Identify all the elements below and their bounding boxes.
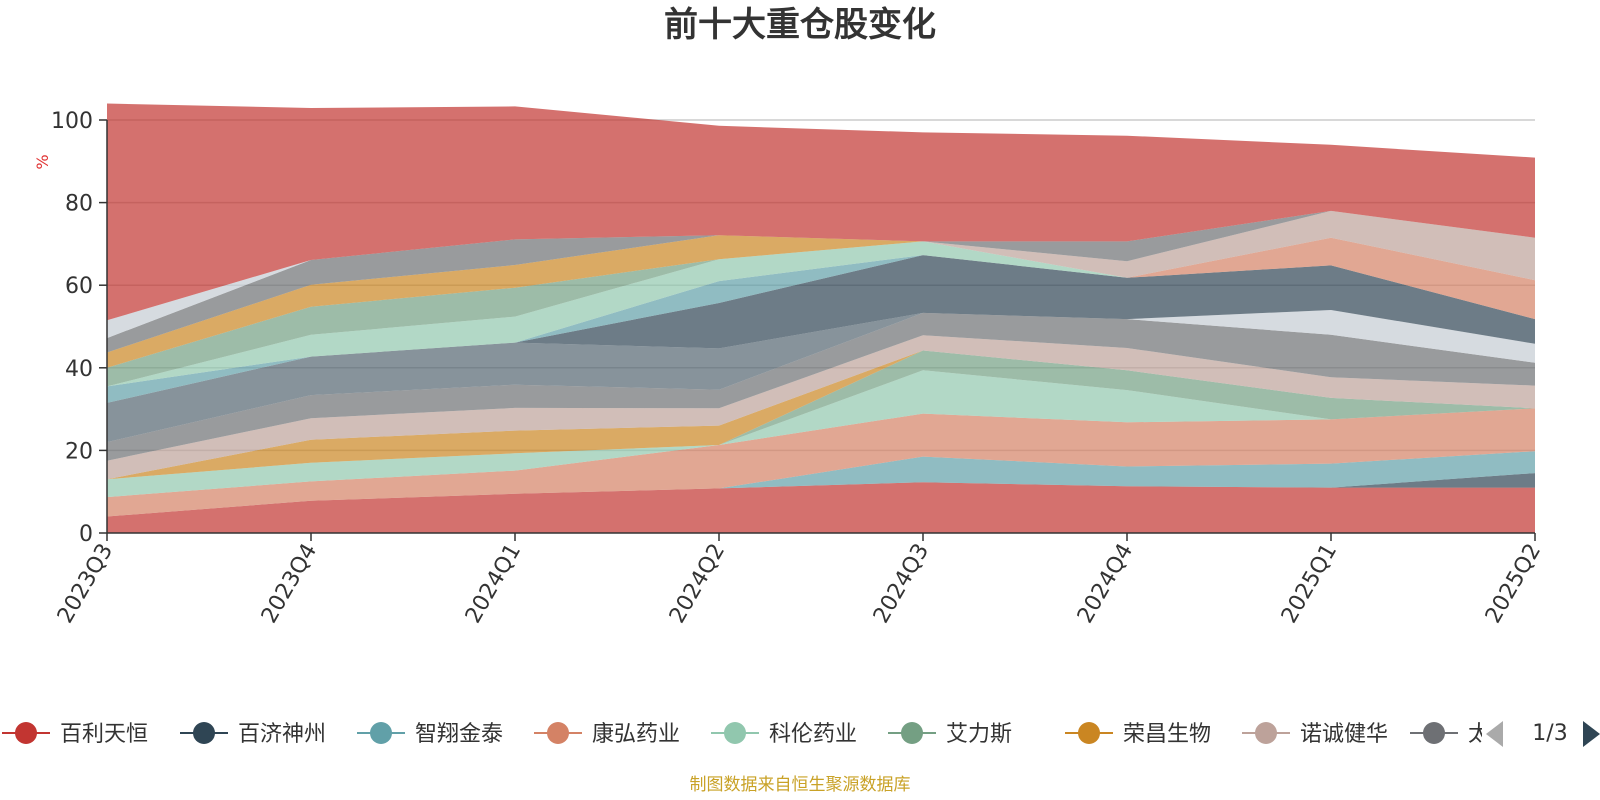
area-series-20 bbox=[107, 103, 1535, 321]
area-series-5 bbox=[107, 350, 1535, 480]
y-tick-label: 60 bbox=[65, 274, 93, 299]
data-source-note: 制图数据来自恒生聚源数据库 bbox=[690, 775, 911, 795]
legend-label: 百利天恒 bbox=[60, 722, 148, 747]
legend-label: 康弘药业 bbox=[592, 722, 680, 747]
x-tick-label: 2025Q1 bbox=[1277, 540, 1342, 628]
legend-label: 诺诚健华 bbox=[1300, 722, 1388, 747]
area-series-14 bbox=[107, 241, 1535, 387]
area-series-4 bbox=[107, 370, 1535, 498]
legend-marker-icon bbox=[15, 722, 37, 744]
legend-marker-icon bbox=[547, 722, 569, 744]
legend-marker-icon bbox=[370, 722, 392, 744]
legend-marker-icon bbox=[1255, 722, 1277, 744]
area-series-6 bbox=[107, 350, 1535, 480]
legend-marker-icon bbox=[1078, 722, 1100, 744]
legend-item[interactable]: 康弘药业 bbox=[534, 722, 680, 747]
y-tick-label: 80 bbox=[65, 192, 93, 217]
area-series-2 bbox=[107, 451, 1535, 517]
area-series-0 bbox=[107, 482, 1535, 533]
legend-label: 科伦药业 bbox=[769, 722, 857, 747]
y-tick-label: 0 bbox=[79, 522, 93, 547]
legend-prev-icon[interactable] bbox=[1486, 721, 1503, 747]
x-tick-label: 2024Q3 bbox=[869, 540, 934, 628]
legend-item[interactable]: 智翔金泰 bbox=[357, 722, 503, 747]
y-axis-unit: % bbox=[33, 154, 52, 169]
area-series-3 bbox=[107, 408, 1535, 517]
legend-label: 百济神州 bbox=[238, 722, 326, 747]
area-series-9 bbox=[107, 312, 1535, 443]
x-tick-label: 2024Q4 bbox=[1073, 540, 1138, 628]
y-tick-label: 20 bbox=[65, 439, 93, 464]
area-series-8 bbox=[107, 312, 1535, 461]
legend-item[interactable]: 艾力斯 bbox=[888, 722, 1012, 747]
area-series-17 bbox=[107, 210, 1535, 353]
legend-item[interactable]: 诺诚健华 bbox=[1242, 722, 1388, 747]
area-series-18 bbox=[107, 210, 1535, 353]
legend-marker-icon bbox=[724, 722, 746, 744]
legend-marker-icon bbox=[1423, 722, 1445, 744]
legend-label: 荣昌生物 bbox=[1123, 722, 1211, 747]
legend-item[interactable]: 百利天恒 bbox=[2, 722, 148, 747]
legend-marker-icon bbox=[193, 722, 215, 744]
legend-page-indicator: 1/3 bbox=[1532, 721, 1567, 746]
x-tick-label: 2023Q3 bbox=[53, 540, 118, 628]
x-tick-label: 2025Q2 bbox=[1481, 540, 1546, 628]
chart-title: 前十大重仓股变化 bbox=[664, 5, 936, 45]
legend-item[interactable]: 科伦药业 bbox=[711, 722, 857, 747]
area-series-7 bbox=[107, 335, 1535, 480]
legend-item[interactable]: 百济神州 bbox=[180, 722, 326, 747]
y-tick-label: 100 bbox=[51, 109, 93, 134]
legend-label: 智翔金泰 bbox=[415, 722, 503, 747]
legend: 百利天恒百济神州智翔金泰康弘药业科伦药业艾力斯荣昌生物诺诚健华太极集团1/3 bbox=[2, 705, 1600, 765]
area-series-11 bbox=[107, 255, 1535, 403]
legend-label: 艾力斯 bbox=[946, 722, 1012, 747]
x-tick-label: 2024Q2 bbox=[665, 540, 730, 628]
legend-item[interactable]: 荣昌生物 bbox=[1065, 722, 1211, 747]
y-tick-label: 40 bbox=[65, 357, 93, 382]
x-tick-label: 2024Q1 bbox=[461, 540, 526, 628]
legend-marker-icon bbox=[901, 722, 923, 744]
x-tick-label: 2023Q4 bbox=[257, 540, 322, 628]
stacked-areas bbox=[107, 103, 1535, 533]
legend-next-icon[interactable] bbox=[1583, 721, 1600, 747]
